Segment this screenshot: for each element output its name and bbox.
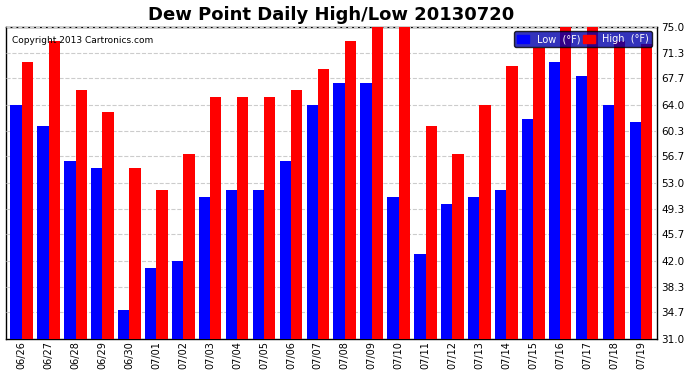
Bar [522,119,533,339]
Bar [48,41,60,339]
Bar [387,197,399,339]
Bar [453,154,464,339]
Bar [184,154,195,339]
Bar [37,126,48,339]
Bar [629,122,641,339]
Bar [333,83,345,339]
Bar [614,41,625,339]
Bar [118,310,130,339]
Bar [253,190,264,339]
Bar [226,190,237,339]
Legend: Low  (°F), High  (°F): Low (°F), High (°F) [514,32,652,47]
Bar [575,76,587,339]
Bar [468,197,480,339]
Bar [360,83,372,339]
Bar [10,105,21,339]
Bar [75,90,87,339]
Bar [130,168,141,339]
Bar [560,27,571,339]
Bar [426,126,437,339]
Bar [145,268,157,339]
Bar [495,190,506,339]
Bar [441,204,453,339]
Bar [103,112,114,339]
Title: Dew Point Daily High/Low 20130720: Dew Point Daily High/Low 20130720 [148,6,515,24]
Bar [506,66,518,339]
Bar [372,27,383,339]
Bar [64,161,75,339]
Bar [172,261,184,339]
Bar [414,254,426,339]
Bar [199,197,210,339]
Bar [306,105,318,339]
Bar [641,44,652,339]
Bar [399,27,410,339]
Bar [279,161,291,339]
Text: Copyright 2013 Cartronics.com: Copyright 2013 Cartronics.com [12,36,153,45]
Bar [587,27,598,339]
Bar [602,105,614,339]
Bar [533,48,544,339]
Bar [91,168,103,339]
Bar [291,90,302,339]
Bar [210,98,221,339]
Bar [549,62,560,339]
Bar [237,98,248,339]
Bar [264,98,275,339]
Bar [480,105,491,339]
Bar [21,62,33,339]
Bar [157,190,168,339]
Bar [345,41,356,339]
Bar [318,69,329,339]
